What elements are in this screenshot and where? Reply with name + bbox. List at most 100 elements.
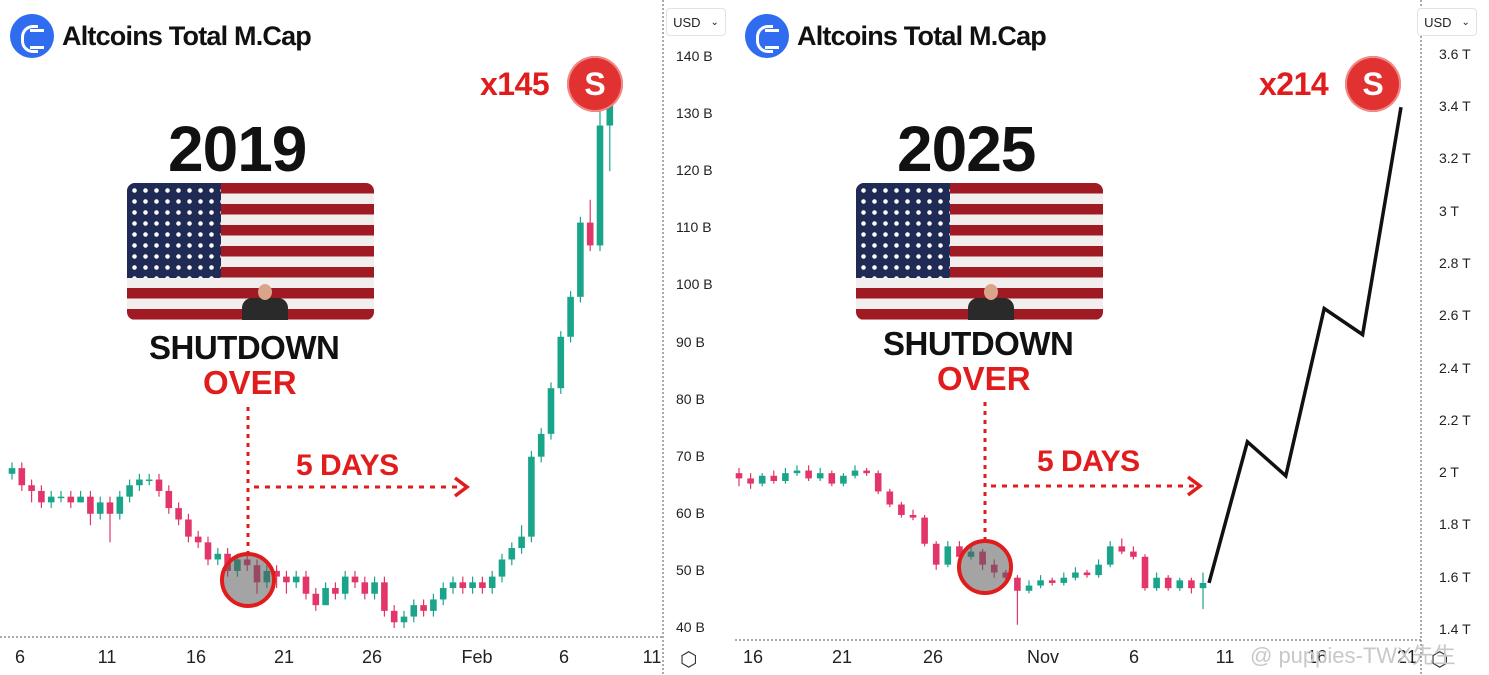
candle-body [116, 496, 124, 514]
settings-icon[interactable]: ⬡ [680, 649, 698, 671]
x-tick-label: 11 [1215, 647, 1235, 667]
candle-body [518, 536, 525, 549]
altcoin-logo-icon [745, 14, 789, 58]
candlestick-chart-2019 [0, 0, 664, 675]
y-tick-label: 2.6 T [1439, 307, 1471, 324]
candle-body [28, 485, 35, 491]
candle-body [735, 473, 743, 479]
x-tick-label: 16 [185, 647, 207, 667]
settings-icon[interactable]: ⬡ [1431, 649, 1449, 671]
y-tick-label: 1.4 T [1439, 621, 1471, 637]
flag-image [127, 183, 374, 320]
candle-body [1164, 577, 1172, 589]
candle-body [292, 576, 300, 583]
y-tick-label: 70 B [676, 447, 705, 464]
y-tick-label: 90 B [676, 333, 705, 350]
candle-body [956, 546, 963, 557]
candle-body [606, 102, 614, 126]
candle-body [770, 475, 778, 482]
candle-body [932, 543, 940, 565]
candle-body [47, 496, 55, 503]
currency-selector[interactable]: USD ⌄ [1417, 8, 1477, 36]
y-tick-label: 100 B [676, 276, 713, 293]
candle-body [459, 582, 467, 589]
candle-body [371, 582, 378, 594]
candle-body [1130, 551, 1137, 557]
chevron-down-icon: ⌄ [710, 16, 719, 28]
candle-body [1025, 585, 1033, 591]
chart-header: Altcoins Total M.Cap [10, 14, 312, 58]
y-tick-label: 2.4 T [1439, 359, 1471, 376]
candle-body [341, 576, 349, 594]
candle-body [194, 536, 202, 543]
candle-body [909, 514, 917, 518]
currency-selector[interactable]: USD ⌄ [666, 8, 726, 36]
y-tick-label: 50 B [676, 561, 705, 578]
x-tick-label: 11 [97, 647, 117, 667]
candle-body [1037, 580, 1044, 586]
candle-body [1048, 580, 1056, 583]
y-tick-label: 60 B [676, 504, 705, 521]
x-tick-label: 6 [14, 647, 26, 667]
candle-body [439, 588, 447, 600]
y-tick-label: 2.8 T [1439, 255, 1471, 272]
candle-body [898, 504, 905, 515]
candle-body [106, 502, 114, 514]
candle-body [1072, 572, 1079, 578]
candle-body [816, 473, 824, 479]
multiplier-label: x145 [480, 66, 550, 102]
x-tick-label: 16 [742, 647, 764, 667]
candle-body [537, 433, 545, 457]
candle-body [488, 576, 496, 589]
candle-body [782, 473, 789, 482]
candle-body [793, 470, 801, 474]
candle-body [577, 222, 584, 297]
candle-body [1176, 580, 1184, 589]
candle-body [136, 479, 143, 486]
candle-body [361, 582, 369, 594]
candle-body [508, 548, 516, 560]
speaker-figure [968, 298, 1014, 320]
speaker-figure [242, 298, 288, 320]
candle-body [430, 599, 437, 611]
candlestick-chart-2025 [735, 0, 1422, 675]
candle-body [381, 582, 388, 611]
chart-panel-2025: Altcoins Total M.Cap USD ⌄ 3.6 T 3.4 T 3.2… [735, 0, 1489, 675]
candle-body [214, 553, 222, 560]
shutdown-label: SHUTDOWN [149, 329, 340, 366]
speaker-head [258, 284, 272, 300]
candle-body [302, 576, 310, 594]
candle-body [38, 490, 45, 503]
y-tick-label: 3.2 T [1439, 150, 1471, 167]
x-tick-label: 21 [273, 647, 295, 667]
candle-body [886, 491, 894, 505]
candle-body [400, 616, 408, 623]
candle-body [77, 496, 84, 503]
x-tick-label: Feb [461, 647, 493, 667]
candle-body [498, 559, 506, 577]
year-label: 2019 [168, 113, 307, 185]
highlight-circle [220, 552, 276, 608]
candle-body [322, 588, 329, 606]
y-tick-label: 80 B [676, 390, 705, 407]
candle-body [449, 582, 457, 589]
candle-body [747, 478, 754, 484]
candle-body [1118, 546, 1126, 552]
candle-body [312, 593, 320, 606]
candle-body [351, 576, 359, 583]
watermark: @ puppies-TWX先生 [1250, 643, 1456, 668]
candle-body [547, 388, 555, 434]
y-tick-label: 2.2 T [1439, 411, 1471, 428]
candles [735, 465, 1207, 625]
candle-body [1188, 580, 1195, 589]
candle-body [204, 542, 212, 560]
y-tick-label: 110 B [676, 219, 712, 236]
y-tick-label: 120 B [676, 162, 713, 179]
chart-title: Altcoins Total M.Cap [797, 20, 1047, 51]
candle-body [332, 588, 339, 594]
y-tick-label: 40 B [676, 619, 705, 635]
candle-body [1095, 564, 1102, 576]
candle-body [67, 496, 75, 503]
chart-title: Altcoins Total M.Cap [62, 20, 312, 51]
candle-body [479, 582, 486, 589]
